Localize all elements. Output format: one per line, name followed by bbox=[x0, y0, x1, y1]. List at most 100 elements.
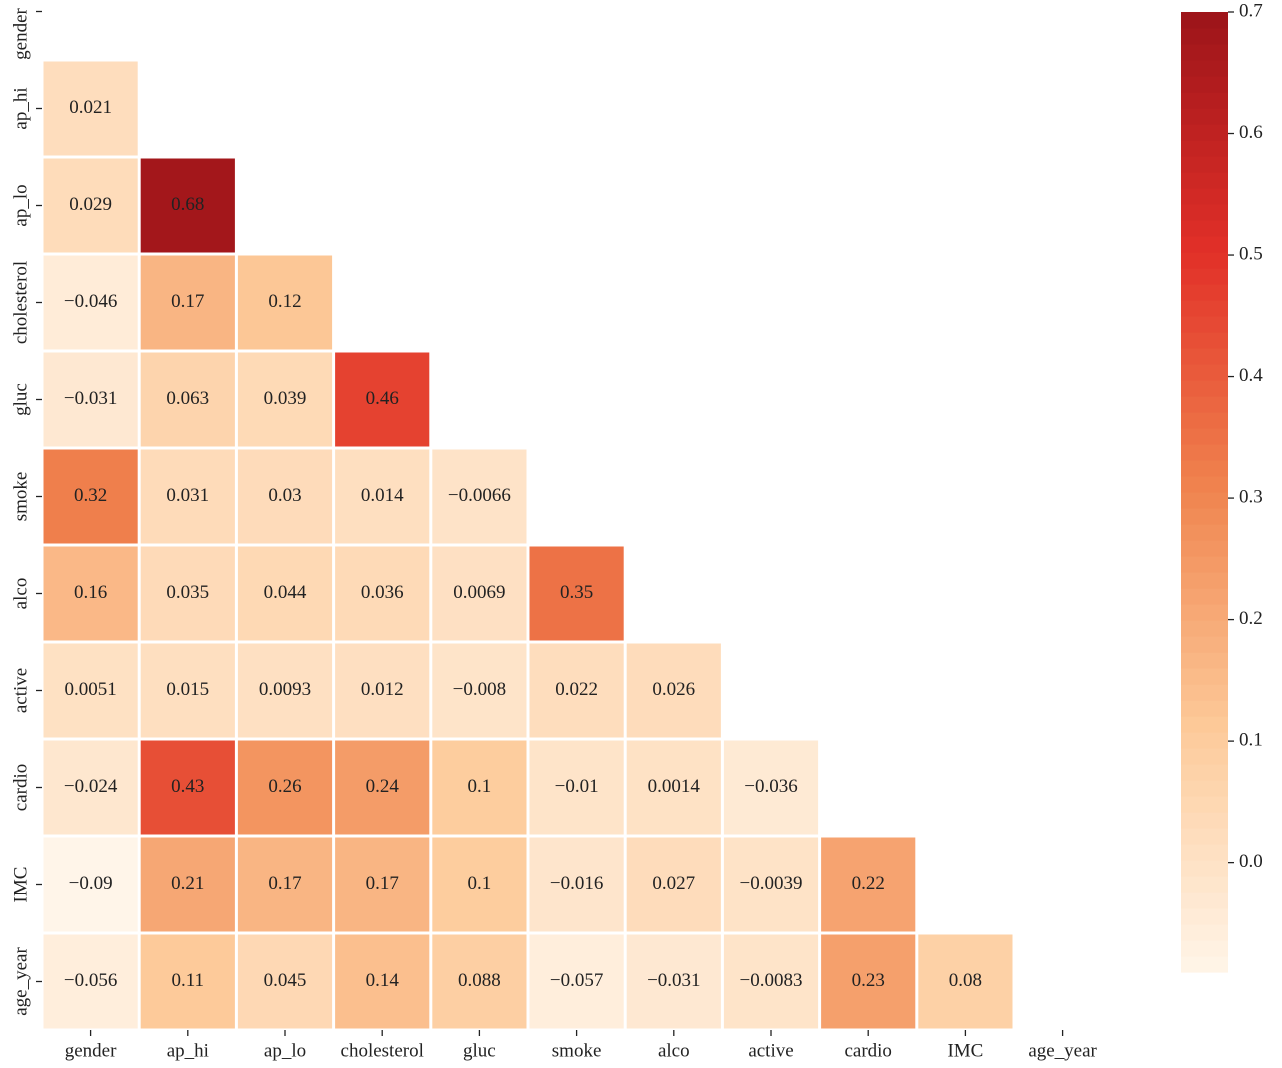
heatmap-cell bbox=[821, 934, 916, 1029]
y-tick-label: active bbox=[10, 668, 31, 713]
colorbar-segment bbox=[1181, 172, 1228, 189]
cell-label: −0.056 bbox=[64, 970, 117, 991]
cell-label: −0.0066 bbox=[448, 485, 511, 506]
colorbar-segment bbox=[1181, 396, 1228, 413]
colorbar-segment bbox=[1181, 748, 1228, 765]
y-tick-label: age_year bbox=[10, 947, 31, 1016]
heatmap-cell bbox=[626, 740, 721, 835]
heatmap-cell bbox=[140, 837, 235, 932]
cell-label: 0.0051 bbox=[64, 679, 116, 700]
x-tick-label: ap_hi bbox=[167, 1040, 209, 1061]
heatmap-cell bbox=[723, 837, 819, 932]
colorbar-segment bbox=[1181, 556, 1228, 573]
cell-label: 0.027 bbox=[652, 873, 695, 894]
colorbar-segment bbox=[1181, 204, 1228, 221]
colorbar-segment bbox=[1181, 844, 1228, 861]
colorbar-segment bbox=[1181, 140, 1228, 157]
cell-label: 0.1 bbox=[468, 776, 492, 797]
colorbar-segment bbox=[1181, 588, 1228, 605]
y-tick-label: ap_lo bbox=[10, 184, 31, 226]
colorbar-segment bbox=[1181, 476, 1228, 493]
colorbar-segment bbox=[1181, 540, 1228, 557]
cell-label: 0.35 bbox=[560, 582, 593, 603]
heatmap-cell bbox=[237, 740, 333, 835]
cell-label: 0.46 bbox=[366, 388, 399, 409]
cell-label: 0.026 bbox=[652, 679, 695, 700]
colorbar-segment bbox=[1181, 444, 1228, 461]
cell-label: 0.32 bbox=[74, 485, 107, 506]
colorbar-segment bbox=[1181, 636, 1228, 653]
heatmap-cell bbox=[432, 449, 527, 544]
x-tick-label: cholesterol bbox=[341, 1040, 424, 1061]
cell-label: 0.0069 bbox=[453, 582, 505, 603]
colorbar-segment bbox=[1181, 812, 1228, 829]
cell-label: 0.029 bbox=[69, 194, 112, 215]
cell-label: 0.022 bbox=[555, 679, 598, 700]
x-tick-label: cardio bbox=[844, 1040, 891, 1061]
heatmap-cell bbox=[237, 934, 333, 1029]
cell-label: 0.26 bbox=[268, 776, 301, 797]
cell-label: 0.014 bbox=[361, 485, 404, 506]
colorbar-segment bbox=[1181, 876, 1228, 893]
heatmap-cell bbox=[529, 546, 624, 641]
heatmap-cell bbox=[43, 158, 138, 253]
heatmap-cell bbox=[335, 449, 430, 544]
colorbar-segment bbox=[1181, 940, 1228, 957]
cell-label: −0.024 bbox=[64, 776, 118, 797]
heatmap-cell bbox=[335, 546, 430, 641]
cell-label: −0.008 bbox=[453, 679, 506, 700]
heatmap-cell bbox=[237, 546, 333, 641]
colorbar-segment bbox=[1181, 284, 1228, 301]
cell-label: −0.031 bbox=[647, 970, 700, 991]
heatmap-cell bbox=[237, 643, 333, 738]
cell-label: 0.063 bbox=[166, 388, 209, 409]
cell-label: 0.16 bbox=[74, 582, 107, 603]
colorbar-segment bbox=[1181, 332, 1228, 349]
cell-label: 0.11 bbox=[172, 970, 205, 991]
cell-label: −0.016 bbox=[550, 873, 603, 894]
y-tick-label: alco bbox=[10, 578, 31, 610]
heatmap-cell bbox=[43, 449, 138, 544]
heatmap-cell bbox=[43, 61, 138, 156]
colorbar-segment bbox=[1181, 700, 1228, 717]
cell-label: 0.039 bbox=[264, 388, 307, 409]
cell-label: 0.0014 bbox=[648, 776, 701, 797]
colorbar-segment bbox=[1181, 764, 1228, 781]
colorbar-segment bbox=[1181, 716, 1228, 733]
colorbar-segment bbox=[1181, 780, 1228, 797]
colorbar-tick-label: 0.7 bbox=[1239, 0, 1263, 21]
colorbar-tick-label: 0.5 bbox=[1239, 243, 1263, 264]
x-tick-label: ap_lo bbox=[264, 1040, 306, 1061]
heatmap-cell bbox=[529, 643, 624, 738]
x-tick-label: IMC bbox=[947, 1040, 983, 1061]
cell-label: 0.03 bbox=[268, 485, 301, 506]
colorbar-segment bbox=[1181, 252, 1228, 269]
y-tick-label: smoke bbox=[10, 472, 31, 522]
cell-label: 0.045 bbox=[264, 970, 307, 991]
colorbar-segment bbox=[1181, 412, 1228, 429]
colorbar-segment bbox=[1181, 268, 1228, 285]
y-tick-label: ap_hi bbox=[10, 87, 31, 129]
heatmap-cell bbox=[237, 837, 333, 932]
colorbar-segment bbox=[1181, 108, 1228, 125]
colorbar-segment bbox=[1181, 188, 1228, 205]
colorbar-segment bbox=[1181, 428, 1228, 445]
colorbar-segment bbox=[1181, 380, 1228, 397]
heatmap-cell bbox=[918, 934, 1013, 1029]
cell-label: 0.035 bbox=[166, 582, 209, 603]
colorbar-segment bbox=[1181, 924, 1228, 941]
colorbar-segment bbox=[1181, 300, 1228, 317]
heatmap-cell bbox=[432, 934, 527, 1029]
cell-label: 0.088 bbox=[458, 970, 501, 991]
heatmap-cell bbox=[43, 934, 138, 1029]
heatmap-cell bbox=[335, 740, 430, 835]
cell-label: 0.21 bbox=[171, 873, 204, 894]
heatmap-cell bbox=[432, 546, 527, 641]
heatmap-cell bbox=[626, 837, 721, 932]
colorbar-segment bbox=[1181, 60, 1228, 77]
heatmap-cell bbox=[529, 934, 624, 1029]
heatmap-cell bbox=[140, 643, 235, 738]
cell-label: 0.17 bbox=[171, 291, 204, 312]
colorbar-segment bbox=[1181, 236, 1228, 253]
colorbar-segment bbox=[1181, 524, 1228, 541]
